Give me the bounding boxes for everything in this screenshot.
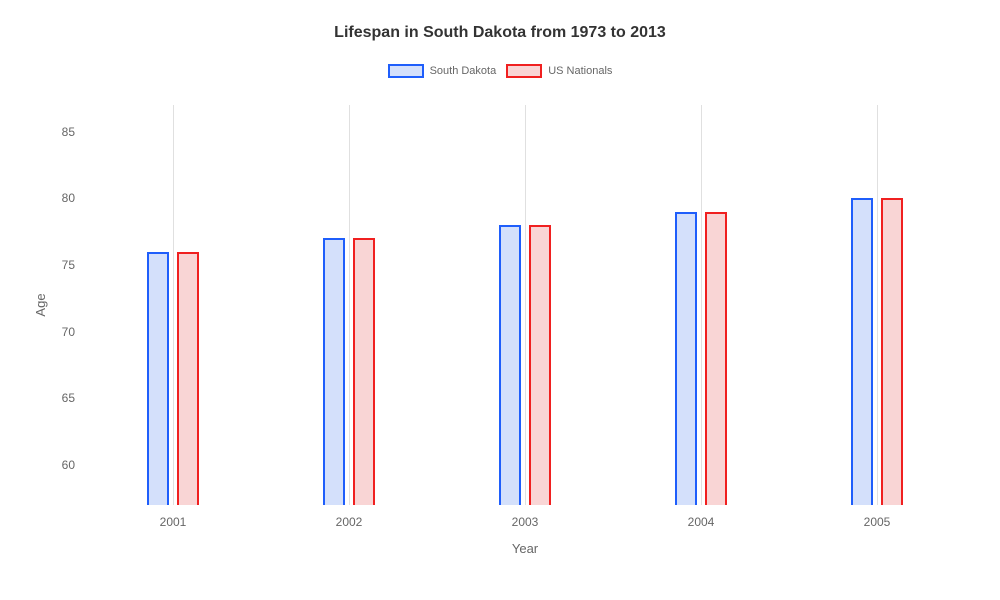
bar <box>499 225 521 505</box>
legend: South Dakota US Nationals <box>0 64 1000 78</box>
bar <box>851 198 873 505</box>
gridline-vertical <box>701 105 702 505</box>
x-tick-label: 2004 <box>688 515 715 529</box>
y-tick-label: 85 <box>62 125 75 139</box>
chart-title: Lifespan in South Dakota from 1973 to 20… <box>0 24 1000 42</box>
chart-container: Lifespan in South Dakota from 1973 to 20… <box>0 0 1000 600</box>
gridline-vertical <box>173 105 174 505</box>
legend-swatch <box>388 64 424 78</box>
x-tick-label: 2005 <box>864 515 891 529</box>
gridline-vertical <box>525 105 526 505</box>
plot-area: Age Year 6065707580852001200220032004200… <box>85 105 965 505</box>
gridline-vertical <box>877 105 878 505</box>
x-axis-label: Year <box>512 541 538 556</box>
x-tick-label: 2003 <box>512 515 539 529</box>
bar <box>323 238 345 505</box>
y-tick-label: 70 <box>62 325 75 339</box>
y-tick-label: 60 <box>62 458 75 472</box>
legend-item: South Dakota <box>388 64 497 78</box>
bar <box>147 252 169 505</box>
bar <box>529 225 551 505</box>
y-tick-label: 65 <box>62 391 75 405</box>
legend-label: South Dakota <box>430 65 497 77</box>
y-tick-label: 80 <box>62 191 75 205</box>
legend-label: US Nationals <box>548 65 612 77</box>
bar <box>177 252 199 505</box>
legend-swatch <box>506 64 542 78</box>
bar <box>881 198 903 505</box>
legend-item: US Nationals <box>506 64 612 78</box>
x-tick-label: 2001 <box>160 515 187 529</box>
bar <box>675 212 697 505</box>
bar <box>353 238 375 505</box>
x-tick-label: 2002 <box>336 515 363 529</box>
y-axis-label: Age <box>33 293 48 316</box>
gridline-vertical <box>349 105 350 505</box>
y-tick-label: 75 <box>62 258 75 272</box>
bar <box>705 212 727 505</box>
